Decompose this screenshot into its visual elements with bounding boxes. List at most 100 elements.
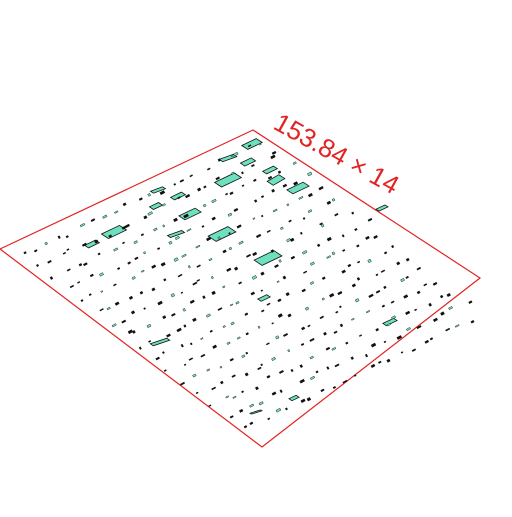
cutout-hole bbox=[271, 150, 277, 155]
cutout-hole bbox=[274, 264, 279, 269]
cutout-hole bbox=[319, 315, 325, 320]
cutout-hole bbox=[245, 332, 249, 336]
cutout-hole bbox=[99, 308, 104, 312]
cutout-hole bbox=[157, 247, 161, 251]
cutout-hole bbox=[202, 295, 206, 299]
cutout-hole bbox=[215, 176, 221, 181]
cutout-hole bbox=[201, 225, 205, 228]
cutout-hole bbox=[307, 324, 311, 328]
cutout-hole bbox=[331, 251, 336, 256]
cutout-hole bbox=[293, 181, 299, 186]
cutout-hole bbox=[400, 277, 405, 283]
cutout-hole bbox=[195, 244, 201, 249]
cutout-hole bbox=[192, 373, 197, 378]
cutout-hole bbox=[192, 317, 197, 322]
cutout-hole bbox=[405, 310, 411, 316]
cutout-hole bbox=[106, 306, 111, 311]
cutout-hole bbox=[151, 287, 156, 292]
cutout-hole bbox=[231, 374, 236, 378]
cutout-hole bbox=[161, 203, 166, 207]
nested-part bbox=[169, 191, 187, 201]
cutout-hole bbox=[229, 191, 234, 196]
cutout-hole bbox=[429, 337, 434, 341]
cutout-hole bbox=[66, 248, 70, 251]
cutout-hole bbox=[266, 229, 271, 233]
cutout-hole bbox=[200, 353, 206, 358]
cutout-hole bbox=[288, 219, 292, 223]
cutout-hole bbox=[209, 329, 213, 333]
cutout-hole bbox=[226, 341, 231, 345]
cutout-hole bbox=[222, 285, 226, 289]
cutout-hole bbox=[303, 270, 308, 274]
cutout-hole bbox=[44, 241, 48, 246]
cutout-hole bbox=[353, 374, 357, 377]
cutout-hole bbox=[375, 289, 381, 294]
cutout-hole bbox=[332, 386, 337, 389]
cutout-hole bbox=[307, 209, 313, 214]
cutout-hole bbox=[166, 333, 171, 338]
cutout-hole bbox=[241, 184, 245, 187]
cutout-hole bbox=[99, 272, 104, 277]
cutout-hole bbox=[143, 307, 146, 310]
cutout-hole bbox=[78, 263, 83, 267]
cutout-hole bbox=[277, 313, 283, 318]
cutout-hole bbox=[375, 273, 379, 277]
cutout-hole bbox=[373, 235, 378, 240]
cutout-hole bbox=[244, 312, 249, 316]
cutout-hole bbox=[100, 290, 104, 293]
cutout-hole bbox=[117, 267, 121, 270]
cutout-hole bbox=[260, 271, 265, 276]
cutout-hole bbox=[278, 259, 282, 263]
nested-part bbox=[207, 226, 237, 242]
cutout-hole bbox=[326, 366, 330, 370]
cutout-hole bbox=[470, 319, 475, 324]
cutout-hole bbox=[275, 335, 280, 340]
cutout-hole bbox=[173, 217, 178, 223]
cutout-hole bbox=[79, 223, 86, 228]
cutout-hole bbox=[367, 258, 372, 263]
cutout-hole bbox=[211, 290, 216, 296]
cutout-hole bbox=[386, 358, 391, 363]
cutout-hole bbox=[238, 240, 244, 245]
cutout-hole bbox=[243, 425, 248, 429]
cutout-hole bbox=[290, 368, 294, 373]
cutout-hole bbox=[122, 241, 126, 245]
cutout-hole bbox=[206, 313, 211, 318]
cutout-hole bbox=[125, 223, 130, 228]
cutout-hole bbox=[271, 356, 276, 361]
cutout-hole bbox=[147, 193, 151, 197]
cutout-hole bbox=[383, 251, 388, 255]
cutout-hole bbox=[290, 237, 295, 242]
cutout-hole bbox=[403, 294, 409, 299]
nested-part bbox=[288, 394, 300, 402]
cutout-hole bbox=[89, 273, 94, 278]
cutout-hole bbox=[323, 331, 327, 336]
cutout-hole bbox=[148, 340, 152, 343]
cutout-hole bbox=[300, 342, 305, 346]
cutout-hole bbox=[132, 330, 136, 334]
cutout-hole bbox=[185, 193, 191, 199]
sheet-outline bbox=[0, 129, 482, 448]
cutout-hole bbox=[375, 328, 380, 332]
cutout-hole bbox=[356, 277, 361, 281]
cutout-hole bbox=[163, 278, 167, 282]
cutout-hole bbox=[183, 363, 187, 366]
cutout-hole bbox=[287, 349, 291, 353]
cutout-hole bbox=[138, 197, 143, 201]
cutout-hole bbox=[341, 269, 346, 274]
cutout-hole bbox=[277, 170, 282, 174]
cutout-hole bbox=[283, 333, 289, 337]
cutout-hole bbox=[301, 288, 306, 293]
cutout-hole bbox=[36, 263, 40, 267]
cutout-hole bbox=[290, 255, 296, 260]
cutout-hole bbox=[143, 251, 147, 255]
cutout-hole bbox=[302, 250, 308, 255]
nested-part bbox=[100, 224, 128, 240]
cutout-hole bbox=[318, 186, 324, 191]
cutout-hole bbox=[381, 304, 386, 308]
cutout-hole bbox=[350, 356, 354, 360]
cutout-hole bbox=[183, 213, 189, 219]
cutout-hole bbox=[396, 261, 401, 266]
cutout-hole bbox=[173, 257, 179, 262]
